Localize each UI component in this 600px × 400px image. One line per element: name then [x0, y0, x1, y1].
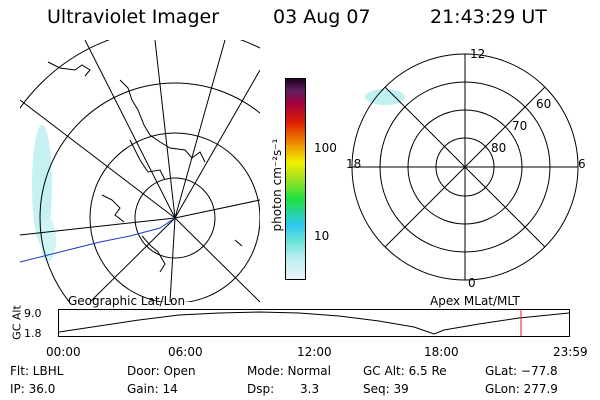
- color-scale-bar: [285, 78, 306, 280]
- dsp-value: 3.3: [300, 382, 320, 396]
- date-label: 03 Aug 07: [273, 6, 371, 28]
- timeline-tick-1200: 12:00: [297, 345, 332, 359]
- ip-status: IP: 36.0: [10, 382, 56, 396]
- geographic-panel-label: Geographic Lat/Lon: [68, 294, 186, 308]
- gc-alt-status: GC Alt: 6.5 Re: [363, 364, 447, 378]
- orbit-trace: [20, 217, 176, 263]
- mlt-label-12: 12: [470, 47, 486, 61]
- timeline-tick-2359: 23:59: [553, 345, 588, 359]
- latitude-circle: [39, 82, 260, 302]
- mlat-label-60: 60: [536, 97, 552, 111]
- mlat-label-80: 80: [491, 141, 507, 155]
- time-label: 21:43:29 UT: [430, 6, 547, 28]
- glat-status: GLat: −77.8: [485, 364, 558, 378]
- gain-status: Gain: 14: [127, 382, 178, 396]
- colorbar-unit-label: photon cm⁻²s⁻¹: [270, 138, 284, 232]
- mlt-label-18: 18: [346, 157, 362, 171]
- timeline-tick-1800: 18:00: [424, 345, 459, 359]
- magnetic-panel-label: Apex MLat/MLT: [430, 294, 520, 308]
- glon-status: GLon: 277.9: [485, 382, 558, 396]
- timeline-tick-0600: 06:00: [168, 345, 203, 359]
- altitude-timeline: [58, 309, 570, 337]
- colorbar-tick-100: 100: [314, 141, 337, 155]
- altitude-curve: [59, 311, 569, 335]
- timeseries-ytick-min: 1.8: [24, 327, 42, 340]
- geographic-map: [20, 40, 260, 302]
- latitude-circle: [134, 177, 216, 259]
- instrument-title: Ultraviolet Imager: [47, 6, 220, 28]
- door-status: Door: Open: [127, 364, 196, 378]
- aurora-blob: [365, 89, 405, 105]
- mlt-label-0: 0: [468, 276, 476, 290]
- latitude-circle: [89, 132, 260, 302]
- filter-status: Flt: LBHL: [10, 364, 64, 378]
- timeseries-ylabel: GC Alt: [10, 305, 24, 340]
- mlat-label-70: 70: [512, 119, 528, 133]
- mlt-label-6: 6: [578, 157, 586, 171]
- colorbar-tick-10: 10: [314, 229, 330, 243]
- mode-status: Mode: Normal: [247, 364, 331, 378]
- timeline-tick-0000: 00:00: [46, 345, 81, 359]
- timeseries-ytick-max: 9.0: [24, 307, 42, 320]
- dsp-label: Dsp:: [247, 382, 275, 396]
- seq-status: Seq: 39: [363, 382, 409, 396]
- magnetic-polar-plot: [351, 53, 579, 281]
- latitude-circle: [20, 40, 260, 109]
- aurora-blob: [32, 125, 52, 245]
